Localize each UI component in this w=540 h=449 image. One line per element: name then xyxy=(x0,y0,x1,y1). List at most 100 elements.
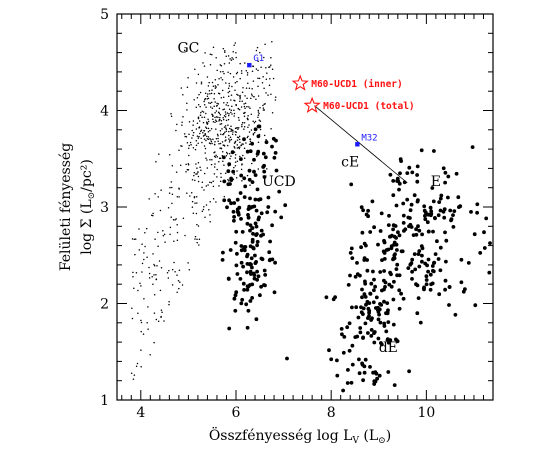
gc-point xyxy=(187,76,189,79)
galaxy-point xyxy=(443,180,447,185)
gc-point xyxy=(249,107,251,109)
galaxy-point xyxy=(372,379,377,384)
gc-point xyxy=(192,131,195,134)
gc-point xyxy=(194,148,197,151)
gc-point xyxy=(205,204,208,206)
galaxy-point xyxy=(398,157,403,162)
gc-point xyxy=(271,68,274,70)
galaxy-point xyxy=(432,261,436,265)
galaxy-point xyxy=(229,178,234,183)
gc-point xyxy=(253,96,255,98)
gc-point xyxy=(233,115,235,117)
gc-point xyxy=(211,142,213,145)
gc-point xyxy=(159,209,162,212)
gc-point xyxy=(187,164,190,166)
galaxy-point xyxy=(262,163,266,168)
galaxy-point xyxy=(416,252,421,256)
gc-point xyxy=(253,122,256,124)
galaxy-point xyxy=(433,252,438,256)
galaxy-point xyxy=(397,288,402,293)
galaxy-point xyxy=(251,231,255,236)
galaxy-point xyxy=(409,225,414,229)
gc-point xyxy=(239,146,241,148)
gc-point xyxy=(246,97,248,99)
gc-point xyxy=(218,185,220,187)
gc-point xyxy=(268,84,271,86)
gc-point xyxy=(163,320,165,322)
galaxy-point xyxy=(250,141,255,146)
gc-point xyxy=(169,186,171,189)
galaxy-point xyxy=(391,179,396,183)
galaxy-point xyxy=(435,239,439,244)
galaxy-point xyxy=(261,232,265,237)
gc-point xyxy=(189,195,191,197)
gc-point xyxy=(200,129,203,131)
galaxy-point xyxy=(443,278,448,283)
galaxy-point xyxy=(423,214,427,218)
gc-point xyxy=(216,102,218,105)
gc-point xyxy=(249,140,252,143)
gc-point xyxy=(225,154,228,157)
gc-point xyxy=(239,96,241,99)
gc-point xyxy=(228,127,231,130)
gc-point xyxy=(191,129,193,132)
gc-point xyxy=(209,181,211,184)
galaxy-point xyxy=(230,150,235,155)
galaxy-point xyxy=(348,251,353,255)
galaxy-point xyxy=(424,282,429,287)
gc-point xyxy=(210,139,212,141)
gc-point xyxy=(137,289,139,292)
galaxy-point xyxy=(235,207,240,212)
gc-point xyxy=(192,134,194,137)
galaxy-point xyxy=(234,290,239,295)
gc-point xyxy=(188,154,190,157)
gc-point xyxy=(206,135,208,138)
galaxy-point xyxy=(432,149,436,153)
galaxy-point xyxy=(384,248,389,252)
gc-point xyxy=(195,128,198,130)
gc-point xyxy=(182,217,185,220)
gc-point xyxy=(217,135,219,137)
gc-point xyxy=(224,131,226,134)
gc-point xyxy=(233,166,235,169)
gc-point xyxy=(252,65,254,67)
galaxy-point xyxy=(227,198,232,203)
gc-point xyxy=(222,118,225,121)
gc-point xyxy=(209,53,212,55)
galaxy-point xyxy=(345,381,350,385)
galaxy-point xyxy=(263,283,267,288)
gc-point xyxy=(233,145,235,148)
galaxy-point xyxy=(255,152,260,156)
gc-point xyxy=(138,249,141,251)
gc-point xyxy=(208,89,211,92)
galaxy-point xyxy=(420,259,424,264)
gc-point xyxy=(209,129,211,132)
gc-point xyxy=(222,47,225,50)
gc-point xyxy=(235,56,237,59)
galaxy-point xyxy=(232,296,237,301)
galaxy-point xyxy=(259,284,263,289)
gc-point xyxy=(242,154,244,157)
gc-point xyxy=(180,87,183,89)
gc-point xyxy=(251,70,254,72)
highlight-label: G1 xyxy=(253,54,264,64)
gc-point xyxy=(134,238,137,240)
gc-point xyxy=(239,77,241,80)
galaxy-point xyxy=(395,176,400,181)
galaxy-point xyxy=(234,263,239,268)
gc-point xyxy=(224,49,226,52)
gc-point xyxy=(199,91,202,94)
gc-point xyxy=(251,162,253,165)
galaxy-point xyxy=(259,256,264,261)
m60-label: M60-UCD1 (total) xyxy=(323,101,415,112)
galaxy-point xyxy=(255,243,259,248)
gc-point xyxy=(223,132,225,135)
gc-point xyxy=(228,85,231,87)
gc-point xyxy=(225,113,227,115)
gc-point xyxy=(250,113,253,115)
gc-point xyxy=(139,282,141,285)
gc-point xyxy=(195,144,198,146)
galaxy-point xyxy=(415,164,420,169)
galaxy-point xyxy=(346,368,350,372)
gc-point xyxy=(155,278,158,280)
